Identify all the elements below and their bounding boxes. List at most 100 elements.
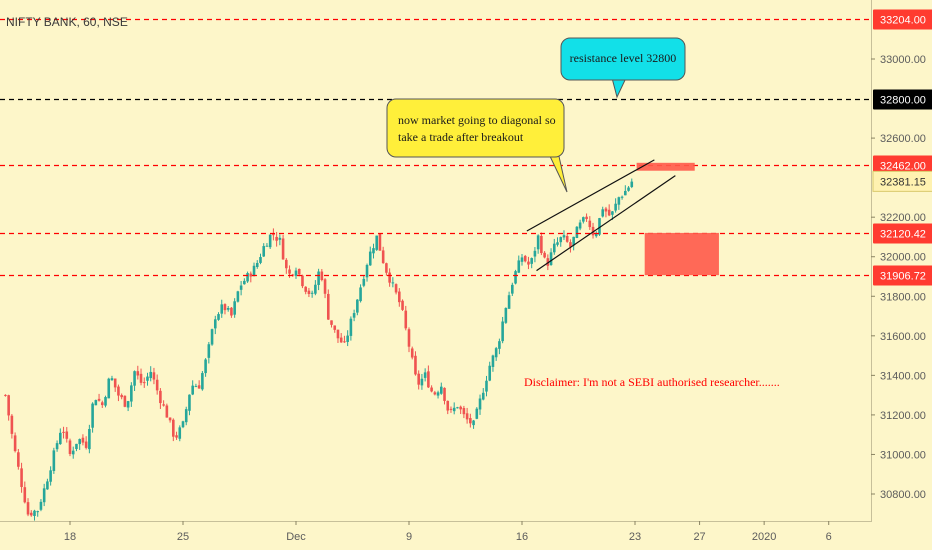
candle-body: [478, 398, 482, 410]
price-tick-label: 32000.00: [880, 252, 926, 264]
candle-body: [462, 408, 466, 415]
candle-body: [78, 439, 81, 445]
resistance-note-callout[interactable]: resistance level 32800: [560, 37, 686, 99]
candle-body: [446, 400, 450, 411]
candle-body: [207, 344, 211, 358]
disclaimer-text: Disclaimer: I'm not a SEBI authorised re…: [524, 375, 780, 389]
candle-body: [475, 408, 479, 419]
diagonal-note-line-1: now market going to diagonal so: [398, 113, 556, 127]
candle-body: [113, 378, 117, 388]
candle-body: [381, 250, 385, 264]
candle-body: [439, 386, 443, 394]
candle-body: [336, 329, 340, 339]
candle-body: [184, 409, 188, 423]
price-tick-label: 30800.00: [880, 489, 926, 501]
candle-body: [23, 487, 27, 503]
level-price-text: 32800.00: [880, 95, 926, 107]
candle-body: [520, 257, 524, 262]
candles-layer: [4, 178, 634, 521]
candle-body: [472, 420, 475, 426]
candle-body: [494, 348, 498, 358]
candle-body: [246, 273, 249, 282]
candle-body: [343, 341, 346, 343]
candle-body: [68, 440, 72, 454]
candle-body: [552, 243, 556, 253]
candle-body: [556, 242, 559, 245]
candle-body: [104, 397, 107, 406]
level-price-label: [873, 9, 932, 30]
last-price-text: 32381.15: [880, 176, 926, 188]
candle-body: [204, 359, 207, 374]
level-price-text: 32120.42: [880, 229, 926, 241]
candle-body: [359, 287, 362, 302]
candle-body: [368, 251, 372, 266]
candle-body: [320, 271, 324, 280]
candle-body: [598, 218, 601, 235]
candle-body: [272, 234, 275, 236]
price-tick-label: 31600.00: [880, 331, 926, 343]
target-zone-2: [644, 232, 719, 276]
candle-body: [294, 270, 298, 276]
time-tick-label: 6: [826, 531, 832, 543]
candle-body: [530, 258, 533, 264]
candle-body: [178, 427, 182, 439]
candle-body: [465, 413, 469, 420]
candle-body: [71, 450, 75, 455]
candle-body: [420, 378, 424, 386]
candle-body: [562, 235, 566, 238]
candle-body: [97, 398, 101, 401]
price-axis[interactable]: 33204.00 32800.00 32462.00 32120.42 31906.72…: [871, 9, 932, 502]
time-axis[interactable]: 18 25 Dec 9 16 23 27 2020 6: [64, 521, 832, 543]
time-tick-label: 27: [693, 531, 705, 543]
candle-body: [52, 450, 56, 471]
candle-body: [162, 404, 165, 406]
candle-body: [627, 187, 630, 191]
candle-body: [620, 196, 624, 198]
candle-body: [152, 372, 156, 380]
candle-body: [13, 435, 17, 452]
candle-body: [488, 365, 492, 381]
candle-body: [201, 373, 204, 390]
candle-body: [533, 250, 537, 257]
candle-body: [481, 392, 485, 400]
candle-body: [607, 209, 611, 216]
candle-body: [362, 278, 366, 286]
diagonal-note-callout[interactable]: now market going to diagonal so take a t…: [386, 98, 568, 193]
candle-body: [155, 379, 159, 391]
candle-body: [149, 371, 153, 379]
candle-body: [142, 382, 146, 384]
candle-body: [585, 216, 588, 220]
candle-body: [511, 284, 514, 294]
candle-body: [252, 265, 256, 277]
candle-body: [398, 291, 401, 303]
candle-body: [594, 233, 598, 237]
candle-body: [42, 488, 46, 503]
candle-body: [436, 392, 440, 396]
candle-body: [565, 236, 569, 242]
diagonal-note-box: [386, 98, 565, 158]
candle-body: [410, 348, 414, 358]
candle-body: [333, 325, 337, 330]
candle-body: [498, 341, 501, 349]
candle-body: [10, 415, 14, 434]
candle-body: [59, 432, 62, 445]
wedge-layer: [526, 159, 719, 276]
candle-body: [514, 271, 517, 284]
level-price-label: [873, 155, 932, 176]
candle-body: [507, 295, 511, 309]
candle-body: [614, 203, 617, 211]
candle-body: [365, 264, 369, 278]
candle-body: [123, 395, 127, 407]
candle-body: [265, 245, 269, 247]
time-tick-label: 16: [516, 531, 528, 543]
candle-body: [469, 418, 472, 424]
last-price-label: [872, 170, 932, 192]
time-tick-label: 18: [64, 531, 76, 543]
candle-body: [485, 380, 488, 392]
candle-body: [243, 280, 246, 285]
candle-body: [523, 255, 527, 262]
candle-body: [394, 284, 398, 293]
candle-body: [217, 314, 220, 320]
